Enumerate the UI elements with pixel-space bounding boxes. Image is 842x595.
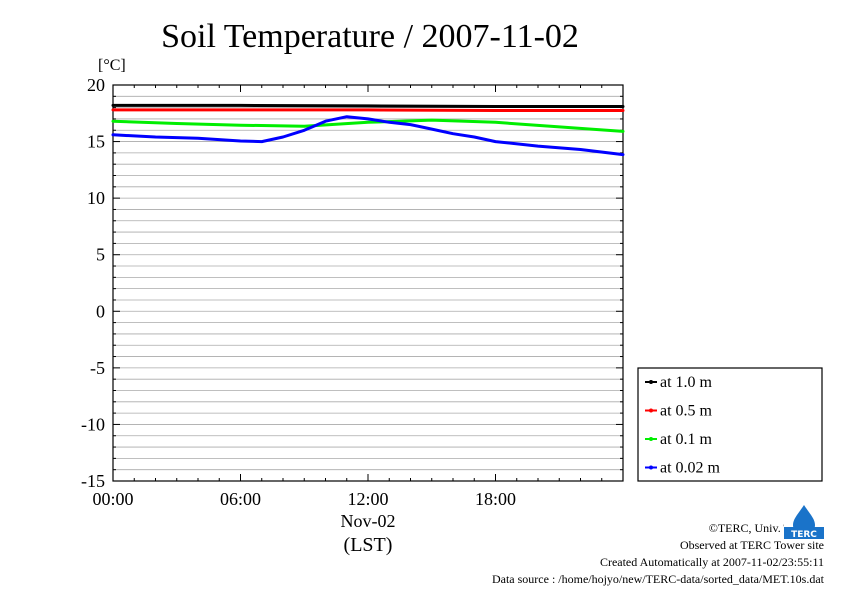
- y-tick-label: 5: [96, 245, 105, 265]
- logo-text: TERC: [791, 530, 817, 540]
- legend-label: at 0.1 m: [660, 431, 713, 448]
- series-line: [111, 103, 625, 108]
- legend-marker: [649, 437, 653, 441]
- series-line: [111, 115, 625, 157]
- created-text: Created Automatically at 2007-11-02/23:5…: [600, 555, 824, 569]
- series-lines: [111, 103, 625, 157]
- series-line: [111, 108, 625, 112]
- x-tick-labels: 00:00 06:00 12:00 18:00: [92, 489, 516, 509]
- logo-band: [784, 527, 824, 539]
- observed-text: Observed at TERC Tower site: [680, 538, 824, 552]
- legend-marker: [649, 465, 653, 470]
- plot-frame: [112, 84, 624, 482]
- y-tick-label: -5: [90, 358, 105, 378]
- y-tick-label: -15: [81, 471, 105, 491]
- series-line: [111, 118, 625, 133]
- x-tick-label: 12:00: [347, 489, 388, 509]
- legend-label: at 1.0 m: [660, 374, 713, 391]
- legend: at 1.0 m at 0.5 m at 0.1 m at 0.02 m: [637, 367, 823, 482]
- legend-marker: [649, 380, 653, 384]
- y-tick-label: 20: [87, 75, 105, 95]
- y-axis-unit: [°C]: [98, 57, 126, 74]
- x-tick-label: 18:00: [475, 489, 516, 509]
- terc-logo: TERC: [784, 503, 824, 540]
- legend-label: at 0.02 m: [660, 460, 721, 477]
- y-tick-label: -10: [81, 414, 105, 434]
- y-tick-labels: 20 15 10 5 0 -5 -10 -15: [81, 75, 105, 491]
- data-source-text: Data source : /home/hojyo/new/TERC-data/…: [492, 572, 825, 586]
- x-timezone-label: (LST): [344, 534, 393, 556]
- y-tick-label: 0: [96, 301, 105, 321]
- y-tick-label: 10: [87, 188, 105, 208]
- x-tick-label: 00:00: [92, 489, 133, 509]
- y-tick-label: 15: [87, 132, 105, 152]
- legend-label: at 0.5 m: [660, 403, 713, 420]
- x-date-label: Nov-02: [341, 511, 396, 531]
- legend-marker: [649, 408, 653, 413]
- x-tick-label: 06:00: [220, 489, 261, 509]
- axis-ticks: [112, 84, 624, 482]
- grid-lines: [113, 95, 623, 471]
- legend-box: [637, 367, 823, 482]
- chart-title: Soil Temperature / 2007-11-02: [161, 18, 579, 55]
